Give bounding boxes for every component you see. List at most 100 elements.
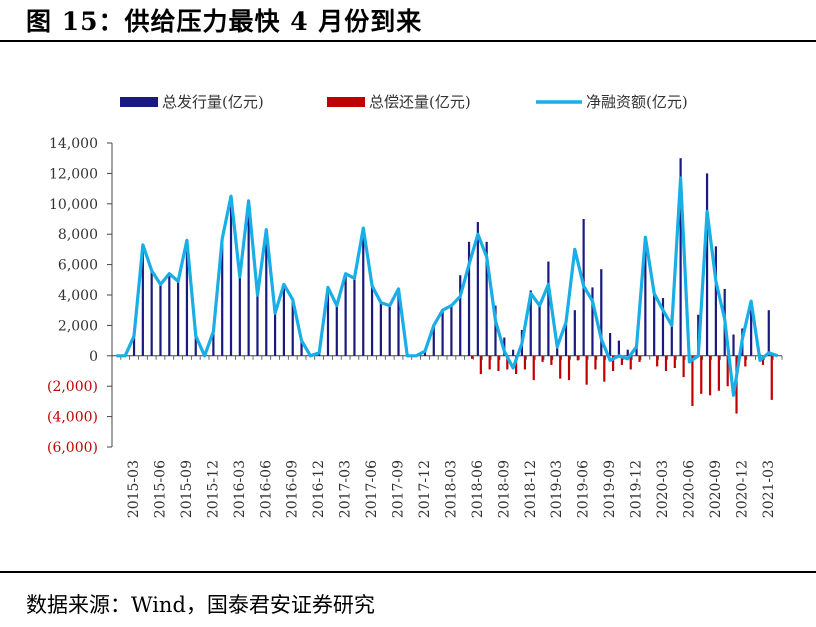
y-tick-label: 14,000: [49, 136, 98, 152]
repayment-bar: [479, 355, 482, 375]
issuance-bar: [512, 349, 515, 356]
y-tick-label: (6,000): [47, 440, 98, 456]
issuance-bar: [194, 336, 197, 356]
repayment-bar: [700, 355, 703, 394]
issuance-bar: [185, 240, 189, 356]
repayment-bar: [532, 355, 535, 381]
issuance-bar: [132, 336, 136, 356]
repayment-bar: [770, 355, 773, 400]
repayment-bar: [638, 355, 641, 362]
issuance-bar: [732, 334, 735, 356]
issuance-bar: [432, 325, 435, 356]
x-tick-label: 2017-09: [391, 460, 407, 518]
x-tick-label: 2015-09: [179, 460, 195, 518]
issuance-bar: [573, 310, 576, 356]
issuance-bar: [767, 310, 770, 356]
repayment-bar: [550, 355, 553, 365]
y-tick-label: 0: [89, 349, 98, 365]
repayment-bar: [691, 355, 694, 406]
issuance-bar: [679, 158, 682, 356]
legend-label: 总偿还量(亿元): [369, 93, 471, 111]
x-tick-labels: 2015-03 2015-06 2015-09 2015-12 2016-03 2016-…: [126, 460, 777, 518]
repayment-bar: [585, 355, 588, 385]
legend-swatch: [327, 97, 365, 107]
x-tick-label: 2019-12: [629, 460, 645, 518]
x-tick-label: 2020-09: [708, 460, 724, 518]
issuance-bar: [362, 228, 365, 356]
repayment-bar: [515, 355, 518, 375]
x-tick-label: 2018-09: [496, 460, 512, 518]
repayment-bar: [559, 355, 562, 379]
issuance-bar: [476, 222, 479, 356]
issuance-bar: [450, 305, 453, 356]
issuance-bar: [714, 246, 717, 356]
axes: 14,000 12,000 10,000 8,000 6,000 4,000 2,000 0 (…: [47, 136, 783, 456]
repayment-bar: [541, 355, 544, 362]
figure-title: 图 15：供给压力最快 4 月份到来: [26, 7, 423, 36]
repayment-bar: [523, 355, 527, 370]
x-tick-label: 2015-03: [126, 460, 142, 518]
repayment-bar: [567, 355, 571, 381]
issuance-bar: [564, 323, 568, 356]
y-tick-label: 4,000: [58, 288, 98, 304]
issuance-bar: [529, 290, 532, 356]
issuance-bar: [397, 288, 400, 356]
issuance-bar: [670, 314, 673, 356]
repayment-bar: [726, 355, 729, 387]
legend-swatch: [120, 97, 158, 107]
repayment-bar: [603, 355, 606, 382]
issuance-bar: [150, 270, 153, 356]
x-tick-label: 2016-03: [232, 460, 248, 518]
x-tick-label: 2020-06: [681, 460, 697, 518]
issuance-bar: [661, 298, 665, 356]
x-tick-label: 2016-06: [258, 460, 274, 518]
issuance-bar: [388, 305, 391, 356]
issuance-bar: [644, 237, 647, 356]
data-source-note: 数据来源：Wind，国泰君安证券研究: [26, 593, 375, 617]
repayment-bar: [611, 355, 615, 371]
supply-pressure-chart: 总发行量(亿元) 总偿还量(亿元) 净融资额(亿元) 14,000 12,000 10,…: [47, 93, 783, 518]
bottom-rule: [0, 571, 816, 573]
x-tick-label: 2015-12: [205, 460, 221, 518]
issuance-bar: [370, 285, 374, 356]
x-tick-label: 2015-06: [152, 460, 168, 518]
y-tick-label: (4,000): [47, 410, 98, 426]
y-tick-label: 6,000: [58, 258, 98, 274]
repayment-bar: [620, 355, 624, 365]
y-tick-label: 12,000: [49, 166, 98, 182]
y-tick-label: (2,000): [47, 379, 98, 395]
issuance-bar: [423, 351, 427, 356]
x-tick-label: 2018-03: [443, 460, 459, 518]
x-tick-label: 2016-12: [311, 460, 327, 518]
x-tick-label: 2020-12: [734, 460, 750, 518]
issuance-bar: [705, 173, 709, 356]
issuance-bar: [300, 340, 303, 356]
x-tick-label: 2017-06: [364, 460, 380, 518]
issuance-bar: [265, 229, 268, 356]
issuance-bar: [282, 284, 286, 356]
issuance-bar: [335, 305, 338, 356]
repayment-bar: [761, 355, 765, 365]
issuance-bar: [326, 287, 330, 356]
repayment-bar: [656, 355, 659, 367]
issuance-bar: [353, 278, 356, 356]
issuance-bar: [494, 305, 497, 356]
legend-label: 总发行量(亿元): [162, 93, 264, 111]
x-tick-label: 2020-03: [655, 460, 671, 518]
issuance-bar: [635, 345, 638, 356]
issuance-bar: [291, 299, 294, 356]
x-tick-label: 2021-03: [761, 460, 777, 518]
issuance-bar: [467, 241, 471, 356]
issuance-bar: [538, 304, 541, 356]
repayment-bar: [664, 355, 668, 371]
issuance-bar: [273, 313, 277, 356]
x-tick-label: 2016-09: [285, 460, 301, 518]
issuance-bar: [626, 349, 629, 356]
repayment-bar: [629, 355, 632, 370]
repayment-bar: [673, 355, 676, 368]
x-tick-label: 2018-06: [470, 460, 486, 518]
repayment-bar: [717, 355, 720, 391]
issuance-bar: [591, 287, 594, 356]
issuance-bar: [608, 333, 612, 356]
y-tick-label: 10,000: [49, 197, 98, 213]
